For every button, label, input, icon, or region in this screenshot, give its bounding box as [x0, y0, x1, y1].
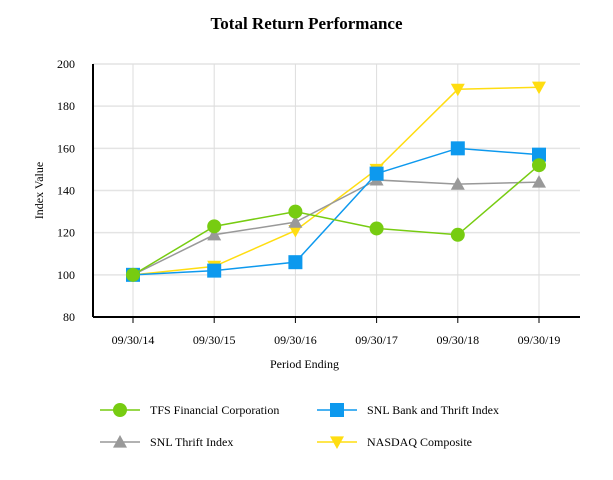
y-axis-label: Index Value — [32, 162, 46, 219]
x-tick-label: 09/30/15 — [193, 333, 236, 347]
data-point — [532, 158, 546, 173]
data-point — [288, 255, 303, 270]
data-point — [207, 219, 222, 234]
data-point — [288, 204, 303, 219]
series-line-3 — [132, 86, 540, 276]
data-point — [532, 147, 546, 162]
legend-marker-triangle-up — [113, 435, 127, 448]
data-point — [288, 224, 303, 238]
x-axis-label: Period Ending — [270, 357, 339, 371]
x-tick-label: 09/30/19 — [518, 333, 561, 347]
data-point — [207, 263, 222, 278]
data-point — [450, 177, 465, 190]
y-tick-label: 100 — [57, 268, 75, 282]
legend-label: NASDAQ Composite — [367, 435, 472, 449]
x-tick-label: 09/30/14 — [112, 333, 155, 347]
series-line-0 — [132, 164, 540, 276]
data-point — [532, 81, 546, 95]
data-point — [207, 227, 222, 241]
x-tick-label: 09/30/17 — [355, 333, 398, 347]
legend-marker-square — [330, 403, 344, 417]
data-point — [450, 83, 465, 97]
data-point — [532, 175, 546, 188]
data-point — [450, 227, 465, 242]
x-tick-label: 09/30/16 — [274, 333, 317, 347]
series-line-1 — [132, 147, 540, 276]
y-tick-label: 180 — [57, 99, 75, 113]
data-point — [369, 166, 384, 181]
data-point — [369, 221, 384, 236]
chart-title: Total Return Performance — [210, 14, 403, 33]
legend-label: SNL Thrift Index — [150, 435, 233, 449]
series-line-2 — [132, 179, 540, 276]
x-tick-label: 09/30/18 — [436, 333, 479, 347]
y-tick-label: 200 — [57, 57, 75, 71]
y-tick-label: 140 — [57, 184, 75, 198]
y-tick-label: 80 — [63, 310, 75, 324]
legend-marker-circle — [113, 403, 127, 417]
data-point — [126, 267, 140, 282]
y-tick-label: 160 — [57, 141, 75, 155]
y-tick-label: 120 — [57, 226, 75, 240]
data-point — [288, 215, 303, 228]
data-point — [450, 141, 465, 156]
legend-marker-triangle-down — [330, 436, 344, 449]
legend-label: TFS Financial Corporation — [150, 403, 279, 417]
legend-label: SNL Bank and Thrift Index — [367, 403, 499, 417]
